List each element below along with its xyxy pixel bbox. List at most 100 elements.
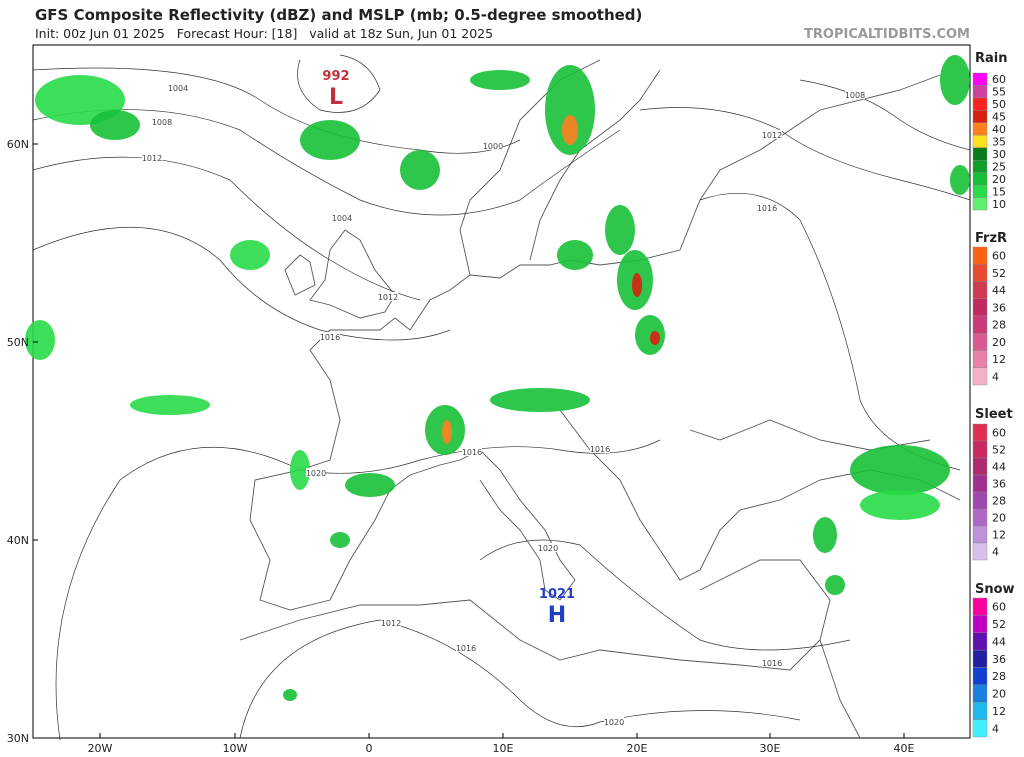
pressure-symbol: L — [329, 85, 343, 110]
legend-value: 15 — [992, 185, 1006, 198]
legend-value: 45 — [992, 111, 1006, 124]
legend-swatch — [972, 135, 988, 148]
legend-swatch — [972, 525, 988, 544]
legend-swatch — [972, 684, 988, 703]
isobar-label: 1020 — [538, 544, 558, 553]
isobar-label-bg — [762, 658, 782, 667]
lat-label: 30N — [7, 732, 29, 745]
rain-cell — [25, 320, 55, 360]
isobar-label: 1020 — [306, 469, 326, 478]
rain-cell — [940, 55, 970, 105]
isobar-label: 1016 — [320, 333, 340, 342]
legend-value: 10 — [992, 198, 1006, 211]
legend-value: 60 — [992, 427, 1006, 440]
legend-value: 52 — [992, 444, 1006, 457]
rain-cell — [490, 388, 590, 412]
legend-value: 20 — [992, 512, 1006, 525]
isobar-label-bg — [762, 130, 782, 139]
legend-value: 12 — [992, 705, 1006, 718]
legend-swatch — [972, 333, 988, 351]
isobars — [32, 54, 971, 741]
legend-swatch — [972, 474, 988, 493]
isobar-label: 1004 — [168, 84, 188, 93]
isobar-label: 1016 — [590, 445, 610, 454]
lon-label: 10W — [223, 742, 248, 755]
legend-swatch — [972, 298, 988, 317]
legend-swatch — [972, 159, 988, 173]
lon-label: 30E — [760, 742, 781, 755]
legend-value: 44 — [992, 461, 1006, 474]
legend-value: 4 — [992, 370, 999, 383]
isobar-label: 1016 — [456, 644, 476, 653]
legend-swatch — [972, 264, 988, 282]
legend-swatch — [972, 423, 988, 442]
legend-value: 20 — [992, 173, 1006, 186]
isobar-label: 1016 — [462, 448, 482, 457]
isobar-label: 1012 — [381, 619, 401, 628]
rain-cell — [650, 331, 660, 345]
legend-swatch — [972, 147, 988, 161]
legend-value: 52 — [992, 267, 1006, 280]
legend-value: 28 — [992, 319, 1006, 332]
isobar-label-bg — [381, 618, 401, 627]
isobar-label-bg — [306, 468, 326, 477]
pressure-value: 1021 — [539, 587, 575, 602]
lon-label: 20E — [627, 742, 648, 755]
legend-swatch — [972, 184, 988, 198]
legend-swatch — [972, 667, 988, 686]
legend-swatch — [972, 122, 988, 136]
legend-swatch — [972, 719, 988, 738]
rain-cell — [850, 445, 950, 495]
legend-value: 35 — [992, 136, 1006, 149]
rain-cell — [442, 420, 452, 444]
isobar-label-bg — [152, 117, 172, 126]
rain-cell — [345, 473, 395, 497]
pressure-symbol: H — [548, 603, 566, 628]
legend-swatch — [972, 649, 988, 668]
legend-swatch — [972, 491, 988, 510]
legend-title: Rain — [975, 51, 1008, 66]
legend-swatch — [972, 597, 988, 616]
isobar-label-bg — [590, 444, 610, 453]
lon-label: 40E — [894, 742, 915, 755]
isobar-label: 1012 — [762, 131, 782, 140]
rain-cell — [130, 395, 210, 415]
legend-value: 28 — [992, 495, 1006, 508]
isobar-label: 1016 — [757, 204, 777, 213]
legend-swatch — [972, 632, 988, 651]
legend-swatch — [972, 281, 988, 299]
legend-value: 28 — [992, 670, 1006, 683]
isobar-label-bg — [142, 153, 162, 162]
lon-label: 0 — [366, 742, 373, 755]
isobar-label-bg — [483, 141, 503, 150]
legend-swatch — [972, 97, 988, 111]
map-frame — [32, 44, 971, 739]
legend-value: 30 — [992, 148, 1006, 161]
isobar-label-bg — [332, 213, 352, 222]
isobar-label: 1004 — [332, 214, 352, 223]
legend-value: 60 — [992, 73, 1006, 86]
legend-value: 60 — [992, 601, 1006, 614]
legend-title: Sleet — [975, 407, 1013, 422]
isobar-label-bg — [168, 83, 188, 92]
rain-cell — [283, 689, 297, 701]
precipitation — [25, 55, 970, 701]
rain-cell — [400, 150, 440, 190]
isobar-label: 1016 — [762, 659, 782, 668]
legend-swatch — [972, 508, 988, 527]
isobar-label: 1012 — [142, 154, 162, 163]
legend-value: 4 — [992, 722, 999, 735]
legend-value: 60 — [992, 250, 1006, 263]
legend-swatch — [972, 615, 988, 633]
legend-swatch — [972, 702, 988, 720]
coastlines — [239, 59, 961, 739]
legend-swatch — [972, 246, 988, 265]
legend-value: 4 — [992, 546, 999, 559]
pressure-value: 992 — [322, 69, 349, 84]
isobar-label-bg — [757, 203, 777, 212]
rain-cell — [813, 517, 837, 553]
legend-swatch — [972, 542, 988, 561]
map-subtitle: Init: 00z Jun 01 2025 Forecast Hour: [18… — [35, 26, 493, 41]
legend-swatch — [972, 172, 988, 186]
isobar-label-bg — [462, 447, 482, 456]
